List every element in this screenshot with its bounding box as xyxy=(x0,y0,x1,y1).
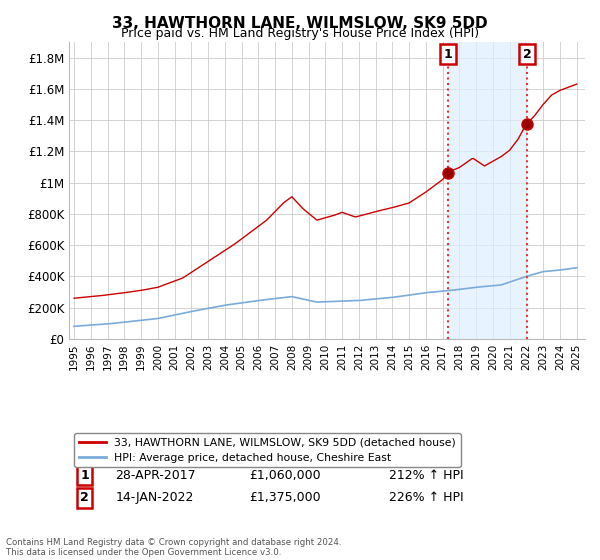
Text: 2: 2 xyxy=(80,491,89,504)
Text: 28-APR-2017: 28-APR-2017 xyxy=(115,469,196,482)
Text: £1,375,000: £1,375,000 xyxy=(250,491,321,504)
Text: £1,060,000: £1,060,000 xyxy=(250,469,321,482)
Text: 1: 1 xyxy=(443,48,452,61)
Text: 14-JAN-2022: 14-JAN-2022 xyxy=(115,491,194,504)
Text: 33, HAWTHORN LANE, WILMSLOW, SK9 5DD: 33, HAWTHORN LANE, WILMSLOW, SK9 5DD xyxy=(112,16,488,31)
Text: Price paid vs. HM Land Registry's House Price Index (HPI): Price paid vs. HM Land Registry's House … xyxy=(121,27,479,40)
Text: 226% ↑ HPI: 226% ↑ HPI xyxy=(389,491,464,504)
Legend: 33, HAWTHORN LANE, WILMSLOW, SK9 5DD (detached house), HPI: Average price, detac: 33, HAWTHORN LANE, WILMSLOW, SK9 5DD (de… xyxy=(74,433,461,468)
Text: 212% ↑ HPI: 212% ↑ HPI xyxy=(389,469,464,482)
Text: 1: 1 xyxy=(80,469,89,482)
Text: Contains HM Land Registry data © Crown copyright and database right 2024.
This d: Contains HM Land Registry data © Crown c… xyxy=(6,538,341,557)
Bar xyxy=(448,42,527,339)
Text: 2: 2 xyxy=(523,48,532,61)
